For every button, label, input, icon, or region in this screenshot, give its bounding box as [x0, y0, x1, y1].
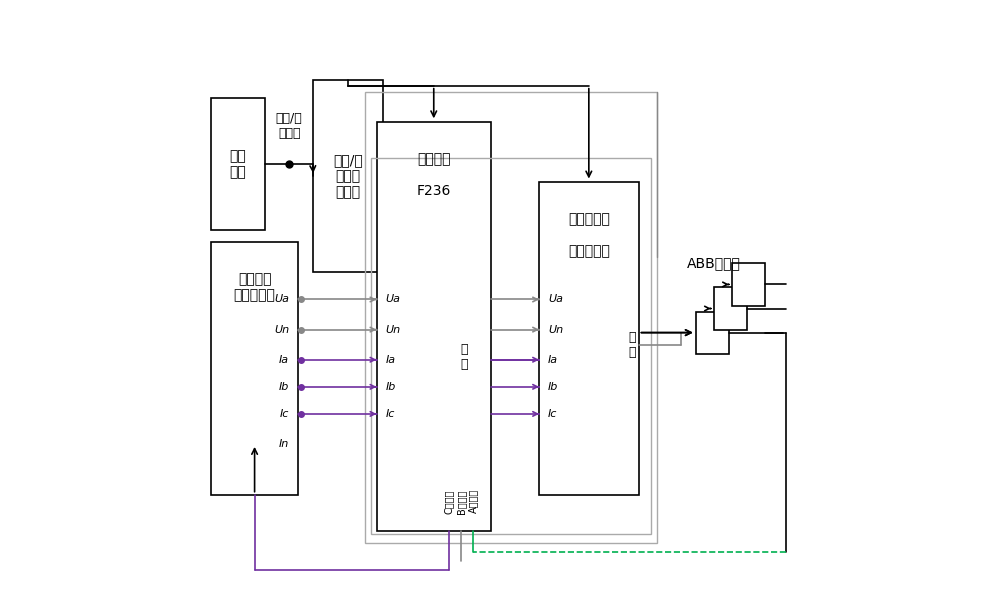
Text: 电
流: 电 流 — [460, 342, 468, 371]
Text: ABB断路器: ABB断路器 — [687, 257, 741, 270]
Text: Ib: Ib — [279, 382, 289, 392]
Text: In: In — [279, 439, 289, 449]
Text: Ua: Ua — [386, 295, 401, 304]
Text: Ua: Ua — [548, 295, 563, 304]
Text: Ia: Ia — [548, 355, 558, 365]
Text: Ic: Ic — [280, 409, 289, 419]
Text: Ic: Ic — [386, 409, 395, 419]
Text: Ib: Ib — [548, 382, 559, 392]
Text: 电
流: 电 流 — [629, 331, 636, 359]
Text: 手跳/遥
跳命令: 手跳/遥 跳命令 — [276, 112, 303, 140]
FancyBboxPatch shape — [732, 263, 765, 306]
Text: Un: Un — [274, 325, 289, 335]
Text: C相分闸: C相分闸 — [444, 489, 454, 514]
Text: 继电保护
三相测试仪: 继电保护 三相测试仪 — [234, 272, 276, 302]
Text: Ia: Ia — [386, 355, 396, 365]
Text: 分闸命令

F236: 分闸命令 F236 — [417, 152, 451, 198]
FancyBboxPatch shape — [539, 182, 639, 495]
Text: Un: Un — [386, 325, 401, 335]
Text: A相分闸: A相分闸 — [468, 489, 478, 514]
FancyBboxPatch shape — [377, 122, 491, 531]
Text: 测控
装置: 测控 装置 — [230, 149, 246, 179]
Text: Ia: Ia — [279, 355, 289, 365]
Text: Ib: Ib — [386, 382, 396, 392]
Text: Ic: Ic — [548, 409, 558, 419]
Text: B相分闸: B相分闸 — [456, 489, 466, 514]
FancyBboxPatch shape — [313, 80, 383, 272]
FancyBboxPatch shape — [696, 312, 729, 354]
FancyBboxPatch shape — [211, 98, 265, 231]
FancyBboxPatch shape — [714, 287, 747, 330]
Text: 同期/非
同期切
换选择: 同期/非 同期切 换选择 — [333, 153, 363, 199]
Text: 开关量启动

故障录波器: 开关量启动 故障录波器 — [568, 212, 610, 258]
Text: Un: Un — [548, 325, 563, 335]
Text: Ua: Ua — [274, 295, 289, 304]
FancyBboxPatch shape — [211, 242, 298, 495]
